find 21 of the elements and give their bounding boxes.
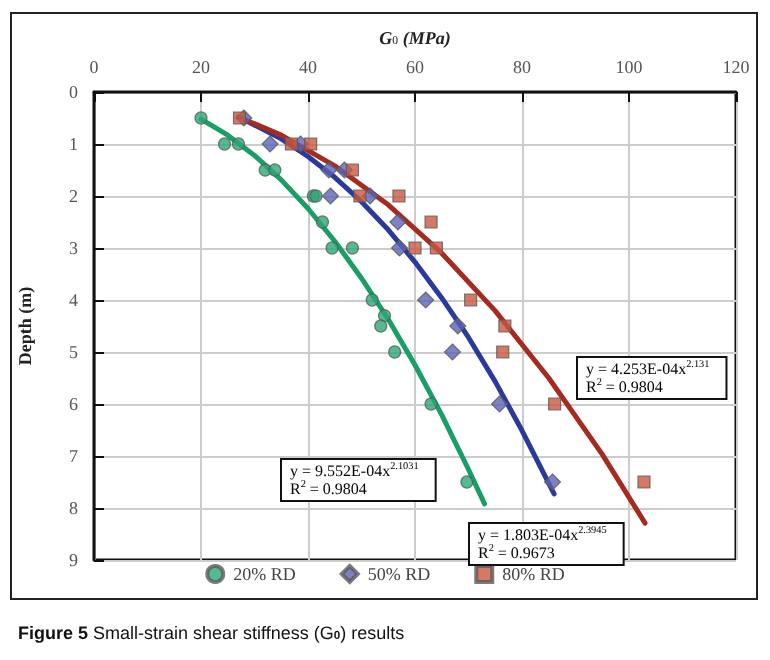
- x-tick-label: 20: [192, 57, 211, 77]
- legend-label: 20% RD: [233, 564, 297, 584]
- y-tick-label: 2: [69, 186, 78, 206]
- y-tick-label: 5: [69, 342, 79, 362]
- legend-label: 80% RD: [502, 564, 566, 584]
- y-tick-label: 0: [69, 82, 79, 102]
- y-tick-label: 1: [69, 134, 78, 154]
- y-tick-label: 9: [69, 550, 79, 570]
- legend-label: 50% RD: [367, 564, 432, 584]
- x-tick-label: 0: [89, 57, 100, 77]
- y-axis-title: Depth (m): [15, 286, 35, 366]
- x-tick-label: 80: [513, 57, 532, 77]
- y-tick-label: 8: [69, 498, 79, 518]
- y-tick-label: 6: [69, 394, 79, 414]
- y-tick-label: 4: [69, 290, 79, 310]
- x-tick-label: 40: [299, 57, 318, 77]
- x-tick-label: 100: [615, 57, 644, 77]
- y-tick-label: 7: [69, 446, 79, 466]
- x-tick-label: 120: [722, 57, 751, 77]
- y-tick-label: 3: [69, 238, 79, 258]
- x-tick-label: 60: [406, 57, 425, 77]
